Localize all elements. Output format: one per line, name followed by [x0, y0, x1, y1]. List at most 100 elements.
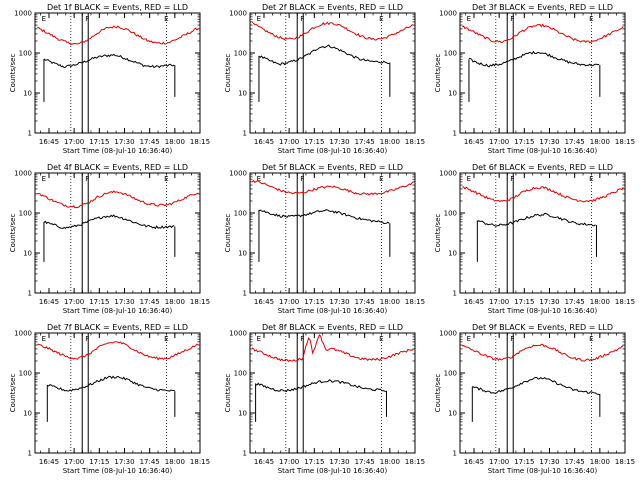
x-tick-label: 16:45 — [464, 298, 484, 306]
x-tick-label: 16:45 — [464, 138, 484, 146]
y-tick-label: 10 — [238, 410, 247, 418]
x-tick-label: 17:30 — [114, 138, 134, 146]
marker-label: E — [467, 15, 471, 23]
detector-panel: Det 1f BLACK = Events, RED = LLD 1 10 100 10… — [9, 3, 210, 155]
marker-label: F — [85, 335, 89, 343]
detector-panel: Det 3f BLACK = Events, RED = LLD 1 10 100 10… — [434, 3, 635, 155]
plot-frame — [459, 172, 626, 294]
x-axis-label: Start Time (08-Jul-10 16:36:40) — [63, 467, 173, 475]
panel-title: Det 5f BLACK = Events, RED = LLD — [262, 163, 403, 172]
y-axis-label: Counts/sec — [9, 214, 17, 253]
marker-label: E — [589, 175, 593, 183]
marker-label: F — [85, 15, 89, 23]
y-tick-label: 100 — [234, 370, 247, 378]
lld-series-line — [251, 334, 414, 363]
plot-frame — [459, 332, 626, 454]
x-tick-label: 17:45 — [355, 138, 375, 146]
x-tick-label: 18:00 — [165, 138, 185, 146]
x-tick-label: 16:45 — [39, 298, 59, 306]
marker-label: E — [257, 15, 261, 23]
events-series-line — [472, 376, 600, 396]
y-tick-label: 100 — [234, 210, 247, 218]
y-tick-label: 10 — [448, 250, 457, 258]
y-tick-label: 1000 — [14, 170, 32, 178]
y-tick-label: 1 — [28, 450, 32, 458]
marker-label: E — [589, 15, 593, 23]
marker-label: E — [164, 335, 168, 343]
y-tick-label: 10 — [238, 90, 247, 98]
y-axis-label: Counts/sec — [224, 54, 232, 93]
x-tick-label: 17:00 — [279, 298, 299, 306]
y-tick-label: 1 — [453, 450, 457, 458]
y-tick-label: 1000 — [14, 10, 32, 18]
panel-title: Det 1f BLACK = Events, RED = LLD — [47, 3, 188, 12]
x-tick-label: 18:00 — [165, 458, 185, 466]
detector-panel: Det 7f BLACK = Events, RED = LLD 1 10 100 10… — [9, 323, 210, 475]
x-tick-label: 17:30 — [329, 298, 349, 306]
lld-series-line — [251, 21, 414, 41]
y-tick-label: 100 — [19, 210, 32, 218]
x-tick-label: 17:30 — [539, 458, 559, 466]
x-tick-label: 17:15 — [89, 138, 109, 146]
x-tick-label: 17:15 — [304, 138, 324, 146]
x-tick-label: 17:00 — [64, 458, 84, 466]
events-series-line — [43, 53, 175, 69]
y-tick-label: 10 — [23, 250, 32, 258]
plot-frame — [34, 332, 201, 454]
x-axis-label: Start Time (08-Jul-10 16:36:40) — [63, 307, 173, 315]
marker-label: E — [379, 15, 383, 23]
x-axis-label: Start Time (08-Jul-10 16:36:40) — [488, 147, 598, 155]
x-tick-label: 18:00 — [380, 458, 400, 466]
y-tick-label: 10 — [23, 410, 32, 418]
marker-label: E — [42, 175, 46, 183]
y-tick-label: 1000 — [439, 170, 457, 178]
x-tick-label: 17:45 — [140, 138, 160, 146]
plot-frame — [249, 172, 416, 294]
marker-label: E — [379, 335, 383, 343]
x-tick-label: 18:00 — [380, 138, 400, 146]
y-axis-label: Counts/sec — [434, 374, 442, 413]
events-series-line — [47, 375, 175, 392]
x-tick-label: 18:15 — [615, 138, 635, 146]
plot-frame — [249, 332, 416, 454]
plot-frame — [34, 172, 201, 294]
x-tick-label: 17:45 — [565, 138, 585, 146]
x-tick-label: 16:45 — [254, 458, 274, 466]
y-tick-label: 1 — [243, 290, 247, 298]
x-tick-label: 18:00 — [590, 458, 610, 466]
marker-label: E — [42, 15, 46, 23]
y-tick-label: 1 — [28, 130, 32, 138]
lld-series-line — [461, 343, 624, 362]
y-tick-label: 1 — [243, 130, 247, 138]
y-tick-label: 10 — [448, 410, 457, 418]
detector-panel: Det 8f BLACK = Events, RED = LLD 1 10 100 10… — [224, 323, 425, 475]
events-series-line — [255, 379, 387, 393]
marker-label: E — [589, 335, 593, 343]
y-axis-label: Counts/sec — [224, 374, 232, 413]
panel-title: Det 3f BLACK = Events, RED = LLD — [472, 3, 613, 12]
x-tick-label: 17:15 — [514, 138, 534, 146]
events-series-line — [258, 209, 390, 225]
events-series-line — [477, 212, 596, 227]
y-tick-label: 100 — [234, 50, 247, 58]
y-tick-label: 1000 — [229, 330, 247, 338]
marker-label: E — [257, 175, 261, 183]
x-tick-label: 17:30 — [114, 458, 134, 466]
lld-series-line — [462, 185, 624, 203]
x-tick-label: 17:00 — [279, 458, 299, 466]
y-tick-label: 1 — [453, 130, 457, 138]
marker-label: F — [300, 335, 304, 343]
x-tick-label: 17:00 — [489, 138, 509, 146]
x-tick-label: 18:15 — [190, 138, 210, 146]
x-tick-label: 16:45 — [254, 138, 274, 146]
x-tick-label: 17:15 — [514, 458, 534, 466]
lld-series-line — [37, 190, 199, 209]
x-tick-label: 18:15 — [405, 458, 425, 466]
marker-label: F — [510, 15, 514, 23]
x-tick-label: 16:45 — [254, 298, 274, 306]
x-tick-label: 17:00 — [64, 298, 84, 306]
x-axis-label: Start Time (08-Jul-10 16:36:40) — [278, 467, 388, 475]
x-tick-label: 18:15 — [190, 458, 210, 466]
x-tick-label: 17:30 — [539, 298, 559, 306]
detector-panel: Det 9f BLACK = Events, RED = LLD 1 10 100 10… — [434, 323, 635, 475]
